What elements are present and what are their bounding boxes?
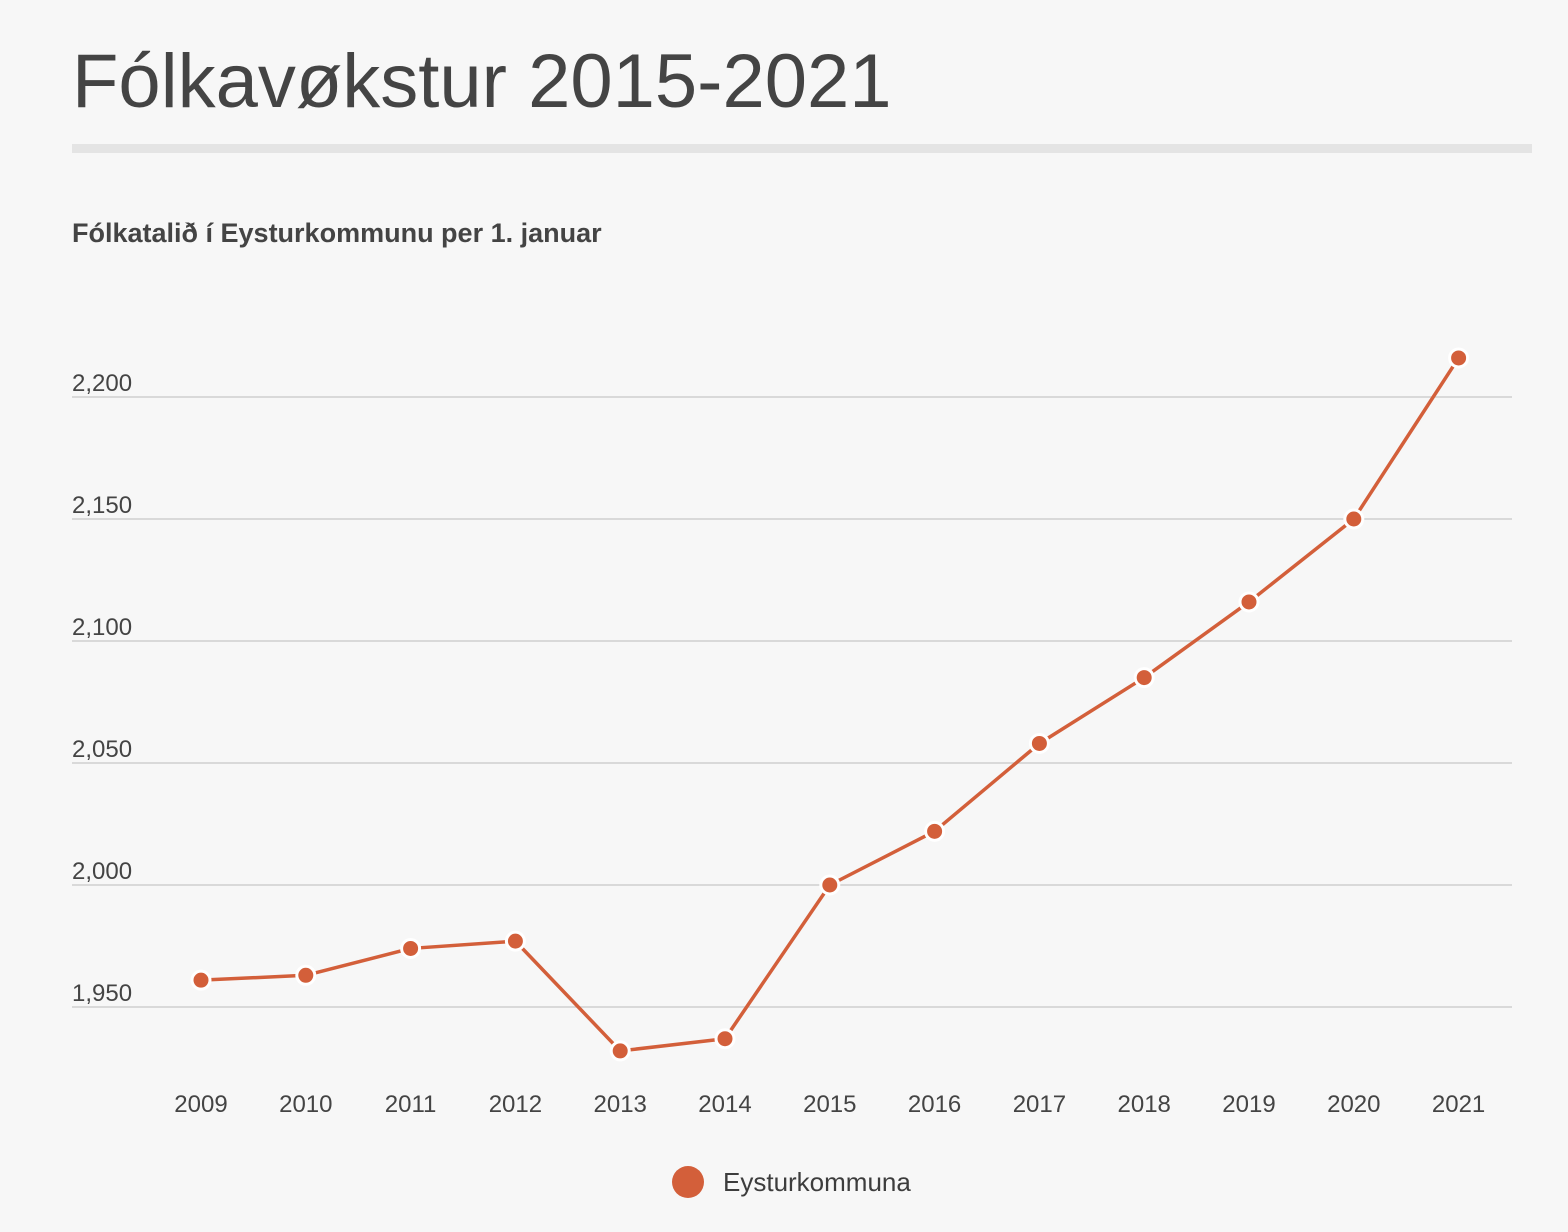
- y-tick-label: 2,050: [72, 736, 132, 763]
- series-line: [200, 357, 1461, 1053]
- data-point: [504, 930, 526, 952]
- x-tick-label: 2013: [594, 1091, 647, 1118]
- data-point: [1133, 667, 1155, 689]
- chart-subtitle: Fólkatalið í Eysturkommunu per 1. januar: [72, 218, 602, 248]
- data-point: [190, 969, 212, 991]
- legend-swatch-icon: [672, 1166, 704, 1198]
- y-tick-label: 1,950: [72, 980, 132, 1007]
- y-axis-tick-labels: 1,950 2,000 2,050 2,100 2,150 2,200: [72, 370, 132, 1007]
- x-tick-label: 2011: [385, 1091, 437, 1118]
- data-point: [819, 874, 841, 896]
- x-tick-label: 2012: [489, 1091, 542, 1118]
- data-point: [1343, 508, 1365, 530]
- x-tick-label: 2017: [1013, 1091, 1066, 1118]
- data-point: [609, 1040, 631, 1062]
- data-point: [1028, 732, 1050, 754]
- legend-label: Eysturkommuna: [723, 1166, 911, 1197]
- x-tick-label: 2020: [1327, 1091, 1380, 1118]
- y-tick-label: 2,000: [72, 858, 132, 885]
- x-tick-label: 2018: [1118, 1091, 1171, 1118]
- x-tick-label: 2010: [279, 1091, 332, 1118]
- data-point: [295, 964, 317, 986]
- x-tick-label: 2015: [803, 1091, 856, 1118]
- x-tick-label: 2021: [1432, 1091, 1485, 1118]
- chart-title: Fólkavøkstur 2015-2021: [72, 39, 892, 124]
- x-axis-tick-labels: 2009 2010 2011 2012 2013 2014 2015 2016 2017 2018…: [174, 1091, 1485, 1118]
- data-point: [1448, 347, 1470, 369]
- series-points: [190, 347, 1470, 1062]
- grid-lines: [72, 396, 1512, 1008]
- series-line-layer: [200, 357, 1461, 1053]
- data-point: [1238, 591, 1260, 613]
- data-point: [400, 937, 422, 959]
- y-tick-label: 2,200: [72, 370, 132, 397]
- title-divider: [72, 144, 1532, 153]
- data-point: [714, 1028, 736, 1050]
- y-tick-label: 2,150: [72, 492, 132, 519]
- legend: Eysturkommuna: [672, 1166, 911, 1198]
- x-tick-label: 2016: [908, 1091, 961, 1118]
- x-tick-label: 2009: [174, 1091, 227, 1118]
- x-tick-label: 2019: [1222, 1091, 1275, 1118]
- x-tick-label: 2014: [698, 1091, 751, 1118]
- data-point: [924, 820, 946, 842]
- y-tick-label: 2,100: [72, 614, 132, 641]
